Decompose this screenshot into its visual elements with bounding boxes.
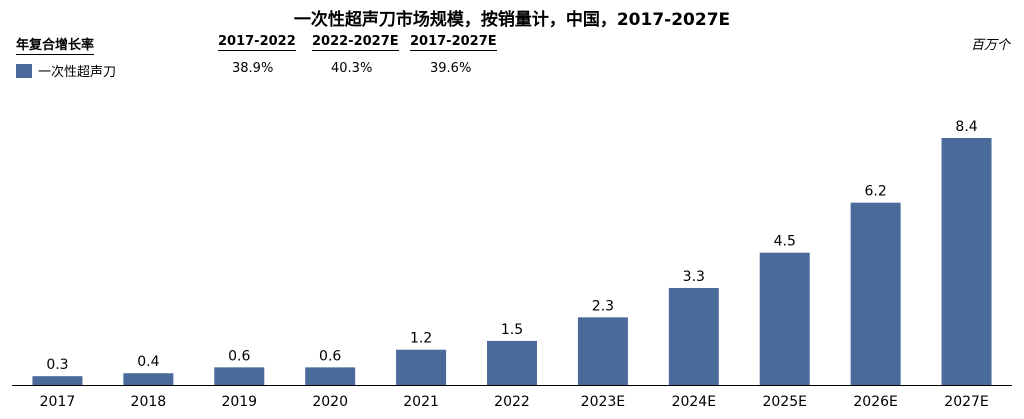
data-label-2025E: 4.5 — [774, 234, 796, 250]
bar-2021 — [396, 349, 447, 385]
x-tick-2019: 2019 — [221, 394, 257, 410]
cagr-header-label: 年复合增长率 — [16, 34, 95, 55]
bar-2027E — [941, 138, 992, 385]
cagr-period-2-label: 2022-2027E — [312, 34, 399, 51]
data-label-2020: 0.6 — [319, 348, 341, 364]
x-tick-2025E: 2025E — [762, 394, 806, 410]
legend-label: 一次性超声刀 — [38, 65, 117, 80]
x-tick-2023E: 2023E — [581, 394, 625, 410]
bar-2023E — [577, 317, 628, 385]
bar-2022 — [487, 340, 537, 385]
unit-label: 百万个 — [970, 38, 1010, 53]
legend-swatch — [16, 63, 32, 78]
x-tick-2021: 2021 — [403, 394, 439, 410]
bar-2026E — [850, 202, 901, 385]
x-tick-2022: 2022 — [494, 394, 530, 410]
bar-2017 — [32, 376, 83, 385]
bar-2024E — [668, 287, 719, 385]
cagr-period-3-label: 2017-2027E — [410, 34, 497, 51]
cagr-value-3: 39.6% — [430, 61, 472, 76]
cagr-period-3: 2017-2027E — [410, 34, 497, 51]
data-label-2019: 0.6 — [228, 348, 250, 364]
x-tick-2027E: 2027E — [944, 394, 988, 410]
chart-title: 一次性超声刀市场规模，按销量计，中国，2017-2027E — [293, 10, 731, 30]
cagr-period-2: 2022-2027E — [312, 34, 399, 51]
data-label-2021: 1.2 — [410, 331, 432, 347]
bar-2025E — [759, 252, 810, 385]
bar-2018 — [123, 373, 174, 385]
bar-2019 — [214, 367, 265, 385]
cagr-period-1: 2017-2022 — [218, 34, 296, 51]
data-label-2024E: 3.3 — [683, 269, 705, 285]
x-tick-2018: 2018 — [131, 394, 167, 410]
cagr-period-1-label: 2017-2022 — [218, 34, 296, 51]
data-label-2022: 1.5 — [501, 322, 523, 338]
data-label-2027E: 8.4 — [955, 119, 977, 135]
cagr-value-2: 40.3% — [331, 61, 373, 76]
x-tick-2026E: 2026E — [853, 394, 897, 410]
cagr-header: 年复合增长率 — [16, 34, 95, 55]
x-tick-2020: 2020 — [312, 394, 348, 410]
x-tick-2024E: 2024E — [672, 394, 716, 410]
data-label-2026E: 6.2 — [865, 184, 887, 200]
data-label-2023E: 2.3 — [592, 298, 614, 314]
legend-entry: 一次性超声刀 — [16, 61, 116, 80]
data-label-2018: 0.4 — [137, 354, 159, 370]
cagr-value-1: 38.9% — [232, 61, 274, 76]
x-tick-2017: 2017 — [40, 394, 76, 410]
bar-2020 — [305, 367, 356, 385]
data-label-2017: 0.3 — [46, 357, 68, 373]
